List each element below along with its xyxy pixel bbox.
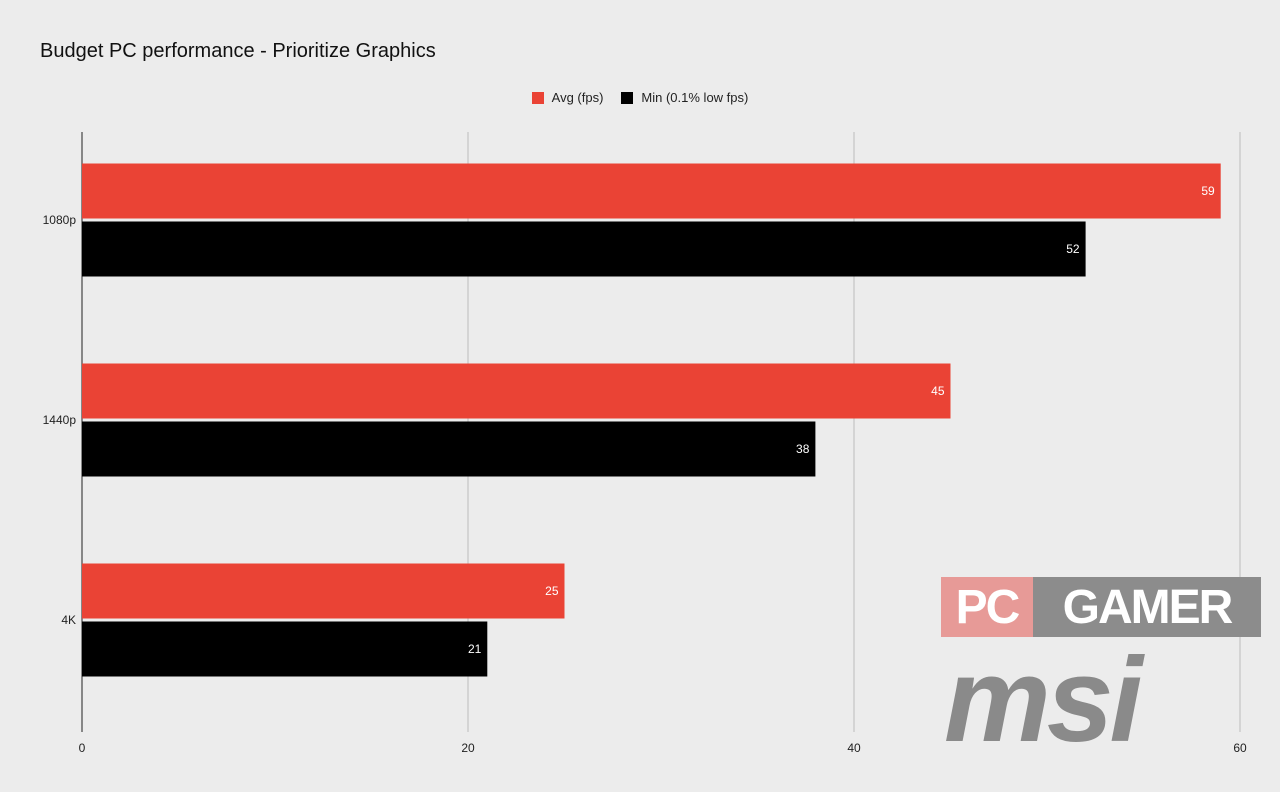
data-label: 38 — [796, 442, 810, 456]
legend-label: Avg (fps) — [551, 90, 604, 105]
legend: Avg (fps) Min (0.1% low fps) — [0, 90, 1280, 105]
data-label: 21 — [468, 642, 482, 656]
legend-label: Min (0.1% low fps) — [641, 90, 749, 105]
msi-logo: msi — [944, 633, 1143, 767]
legend-item: Min (0.1% low fps) — [621, 90, 748, 105]
x-tick-label: 60 — [1233, 741, 1247, 755]
pc-gamer-logo-pc: PC — [941, 577, 1033, 637]
bar — [82, 621, 488, 677]
data-label: 52 — [1066, 242, 1080, 256]
bar — [82, 163, 1221, 219]
x-tick-label: 20 — [461, 741, 475, 755]
pc-gamer-logo-gamer: GAMER — [1033, 577, 1261, 637]
x-tick-label: 0 — [79, 741, 86, 755]
legend-swatch — [531, 91, 544, 104]
x-tick-label: 40 — [847, 741, 861, 755]
bar — [82, 563, 565, 619]
bar — [82, 363, 951, 419]
pc-gamer-logo: PC GAMER — [941, 577, 1261, 637]
legend-swatch — [621, 91, 634, 104]
data-label: 45 — [931, 384, 945, 398]
bar — [82, 221, 1086, 277]
data-label: 25 — [545, 584, 559, 598]
bar — [82, 421, 816, 477]
category-label: 1080p — [43, 213, 77, 227]
category-label: 1440p — [43, 413, 77, 427]
data-label: 59 — [1201, 184, 1215, 198]
legend-item: Avg (fps) — [531, 90, 604, 105]
chart-title: Budget PC performance - Prioritize Graph… — [40, 40, 436, 62]
category-label: 4K — [61, 613, 76, 627]
